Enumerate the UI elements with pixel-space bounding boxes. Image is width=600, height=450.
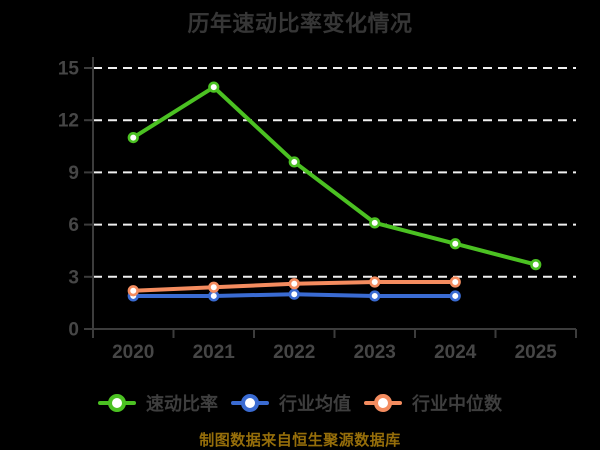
data-point-marker <box>449 290 461 302</box>
legend-dot-icon <box>108 393 126 412</box>
legend-line-icon <box>231 393 269 412</box>
y-tick-label: 3 <box>68 267 79 288</box>
data-point-marker <box>208 81 220 93</box>
x-tick-label: 2025 <box>515 342 558 363</box>
data-point-marker <box>369 290 381 302</box>
data-point-marker <box>127 285 139 297</box>
legend-item: 行业中位数 <box>364 390 502 416</box>
x-tick-label: 2023 <box>354 342 396 363</box>
data-point-marker <box>449 276 461 288</box>
legend-line-icon <box>98 393 136 412</box>
y-tick-label: 9 <box>68 163 79 184</box>
x-tick-label: 2024 <box>434 342 477 363</box>
x-tick-label: 2021 <box>193 342 236 363</box>
y-tick-label: 6 <box>68 215 79 236</box>
legend-label: 行业均值 <box>279 393 351 414</box>
data-point-marker <box>288 278 300 290</box>
x-tick-label: 2020 <box>112 342 154 363</box>
data-point-marker <box>449 238 461 250</box>
y-tick-label: 15 <box>58 59 80 80</box>
data-point-marker <box>127 132 139 144</box>
legend-label: 速动比率 <box>146 393 218 414</box>
data-source-note: 制图数据来自恒生聚源数据库 <box>199 432 401 449</box>
data-point-marker <box>208 290 220 302</box>
series-line <box>131 85 538 267</box>
legend-line-icon <box>364 393 402 412</box>
data-point-marker <box>369 276 381 288</box>
data-point-marker <box>369 217 381 229</box>
legend-label: 行业中位数 <box>412 393 502 414</box>
data-point-marker <box>530 259 542 271</box>
chart-legend: 速动比率 行业均值 行业中位数 <box>0 390 600 415</box>
chart-title: 历年速动比率变化情况 <box>187 11 413 36</box>
data-point-marker <box>288 288 300 300</box>
data-point-marker <box>208 281 220 293</box>
y-tick-label: 0 <box>68 320 79 341</box>
legend-dot-icon <box>241 393 259 412</box>
legend-item: 速动比率 <box>98 390 218 416</box>
legend-dot-icon <box>374 393 392 412</box>
data-point-marker <box>288 156 300 168</box>
y-tick-label: 12 <box>58 111 79 132</box>
legend-item: 行业均值 <box>231 390 351 416</box>
x-tick-label: 2022 <box>273 342 315 363</box>
